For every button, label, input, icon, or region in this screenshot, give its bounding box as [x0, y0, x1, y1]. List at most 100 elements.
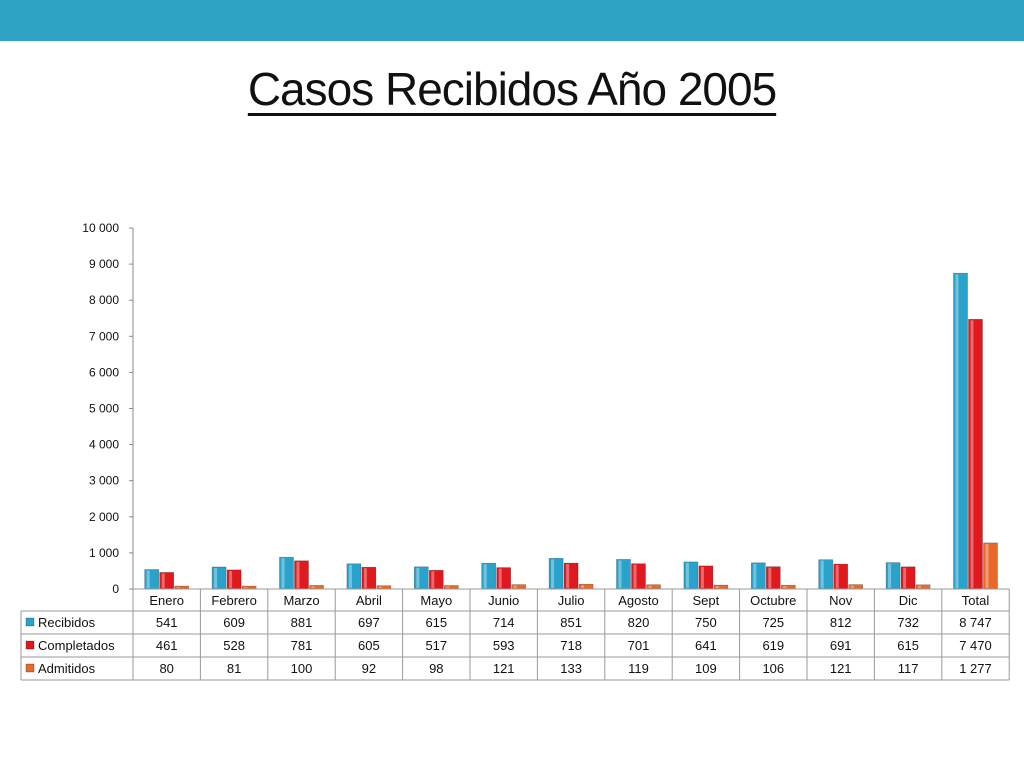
bar-highlight [835, 565, 839, 588]
data-label: 117 [898, 661, 919, 676]
category-label: Dic [899, 593, 918, 608]
bar-highlight [685, 562, 689, 588]
category-label: Nov [829, 593, 853, 608]
data-label: 714 [493, 615, 515, 630]
data-label: 641 [695, 638, 717, 653]
category-label: Abril [356, 593, 382, 608]
bar-highlight [888, 563, 892, 588]
bar-highlight [378, 586, 382, 588]
bar-highlight [363, 568, 367, 588]
bar-highlight [970, 320, 974, 588]
y-tick-label: 7 000 [89, 329, 119, 343]
bar-highlight [214, 568, 218, 588]
data-label: 119 [628, 661, 649, 676]
y-tick-label: 5 000 [89, 402, 119, 416]
bar-highlight [783, 586, 787, 588]
bar-highlight [416, 567, 420, 588]
category-label: Julio [558, 593, 585, 608]
bar-highlight [229, 570, 233, 588]
bar-highlight [296, 561, 300, 588]
category-label: Mayo [420, 593, 452, 608]
data-label: 1 277 [959, 661, 992, 676]
legend-key-admitidos [25, 663, 35, 673]
data-label: 528 [223, 638, 245, 653]
data-label: 106 [762, 661, 784, 676]
data-label: 732 [897, 615, 919, 630]
series-name-admitidos: Admitidos [38, 661, 96, 676]
data-label: 619 [762, 638, 784, 653]
series-name-recibidos: Recibidos [38, 615, 96, 630]
bar-highlight [498, 568, 502, 588]
bar-highlight [566, 564, 570, 588]
category-label: Marzo [283, 593, 319, 608]
category-label: Octubre [750, 593, 796, 608]
data-label: 7 470 [959, 638, 992, 653]
bar-highlight [985, 543, 989, 588]
data-label: 121 [830, 661, 852, 676]
data-label: 725 [762, 615, 784, 630]
data-label: 121 [493, 661, 515, 676]
category-label: Agosto [618, 593, 658, 608]
bar-highlight [161, 573, 165, 588]
data-label: 615 [897, 638, 919, 653]
data-label: 605 [358, 638, 380, 653]
bar-highlight [648, 585, 652, 588]
category-label: Febrero [211, 593, 257, 608]
data-label: 81 [227, 661, 241, 676]
y-tick-label: 6 000 [89, 365, 119, 379]
bar-highlight [768, 567, 772, 588]
bar-highlight [513, 585, 517, 588]
data-label: 881 [291, 615, 313, 630]
top-bar [0, 0, 1024, 41]
data-label: 92 [362, 661, 376, 676]
bar-highlight [551, 559, 555, 588]
bar-highlight [581, 585, 585, 588]
category-label: Enero [149, 593, 184, 608]
data-label: 701 [628, 638, 650, 653]
category-label: Junio [488, 593, 519, 608]
bar-highlight [715, 586, 719, 588]
bar-highlight [446, 586, 450, 588]
data-label: 820 [628, 615, 650, 630]
bar-highlight [618, 560, 622, 588]
y-tick-label: 8 000 [89, 293, 119, 307]
data-label: 812 [830, 615, 852, 630]
data-label: 691 [830, 638, 852, 653]
data-label: 80 [159, 661, 173, 676]
category-label: Sept [693, 593, 720, 608]
category-label: Total [962, 593, 990, 608]
bar-highlight [176, 587, 180, 588]
bar-highlight [483, 564, 487, 588]
data-label: 697 [358, 615, 380, 630]
data-label: 109 [695, 661, 717, 676]
y-tick-label: 2 000 [89, 510, 119, 524]
bar-highlight [146, 570, 150, 588]
data-label: 517 [425, 638, 447, 653]
y-tick-label: 9 000 [89, 257, 119, 271]
data-label: 615 [425, 615, 447, 630]
data-label: 851 [560, 615, 582, 630]
bar-highlight [311, 586, 315, 588]
data-label: 718 [560, 638, 582, 653]
data-label: 609 [223, 615, 245, 630]
legend-key-recibidos [25, 617, 35, 627]
bar-highlight [918, 585, 922, 588]
y-tick-label: 0 [112, 582, 119, 596]
bar-highlight [903, 567, 907, 588]
bar-highlight [244, 587, 248, 588]
data-label: 750 [695, 615, 717, 630]
bar-highlight [955, 274, 959, 588]
y-tick-label: 10 000 [82, 221, 119, 235]
data-label: 133 [560, 661, 582, 676]
bar-highlight [633, 564, 637, 588]
data-label: 541 [156, 615, 178, 630]
legend-key-completados [25, 640, 35, 650]
bar-highlight [431, 571, 435, 588]
y-tick-label: 3 000 [89, 474, 119, 488]
y-tick-label: 1 000 [89, 546, 119, 560]
data-label: 781 [291, 638, 313, 653]
bar-highlight [850, 585, 854, 588]
bar-highlight [700, 566, 704, 588]
data-label: 100 [291, 661, 313, 676]
